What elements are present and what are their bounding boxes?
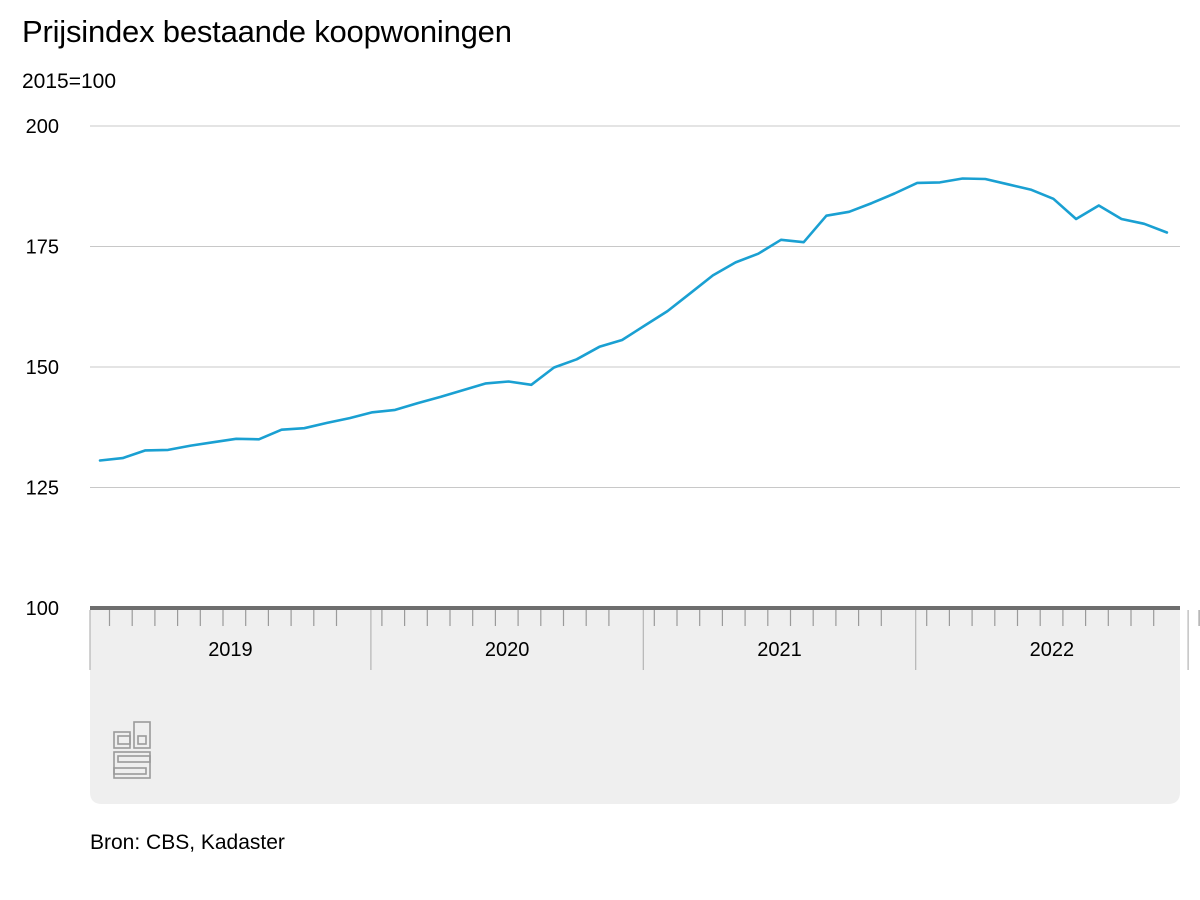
axis-band (90, 608, 1180, 804)
chart-title: Prijsindex bestaande koopwoningen (22, 14, 512, 49)
y-tick-label-150: 150 (26, 357, 59, 379)
x-tick-label-2021: 2021 (757, 639, 802, 661)
y-axis-ticks: 100 125 150 175 200 (26, 116, 59, 620)
y-tick-label-125: 125 (26, 478, 59, 500)
x-tick-label-2019: 2019 (208, 639, 253, 661)
source-note: Bron: CBS, Kadaster (90, 831, 285, 854)
logo-part (117, 755, 151, 763)
logo-part (117, 735, 131, 745)
y-tick-label-175: 175 (26, 237, 59, 259)
logo-part (113, 767, 147, 775)
logo-part (137, 735, 147, 745)
gridlines (90, 125, 1180, 488)
cbs-logo (113, 721, 151, 779)
x-tick-label-2022: 2022 (1030, 639, 1075, 661)
logo-part (133, 721, 151, 749)
y-tick-label-100: 100 (26, 598, 59, 620)
x-axis-band (90, 608, 1180, 804)
chart-subtitle: 2015=100 (22, 70, 117, 93)
logo-part (113, 751, 151, 779)
series-layer (98, 177, 1169, 462)
y-tick-label-200: 200 (26, 116, 59, 138)
x-axis: 20192020202120222023 (89, 606, 1200, 670)
x-tick-label-2020: 2020 (485, 639, 530, 661)
series-line-0 (98, 177, 1169, 462)
